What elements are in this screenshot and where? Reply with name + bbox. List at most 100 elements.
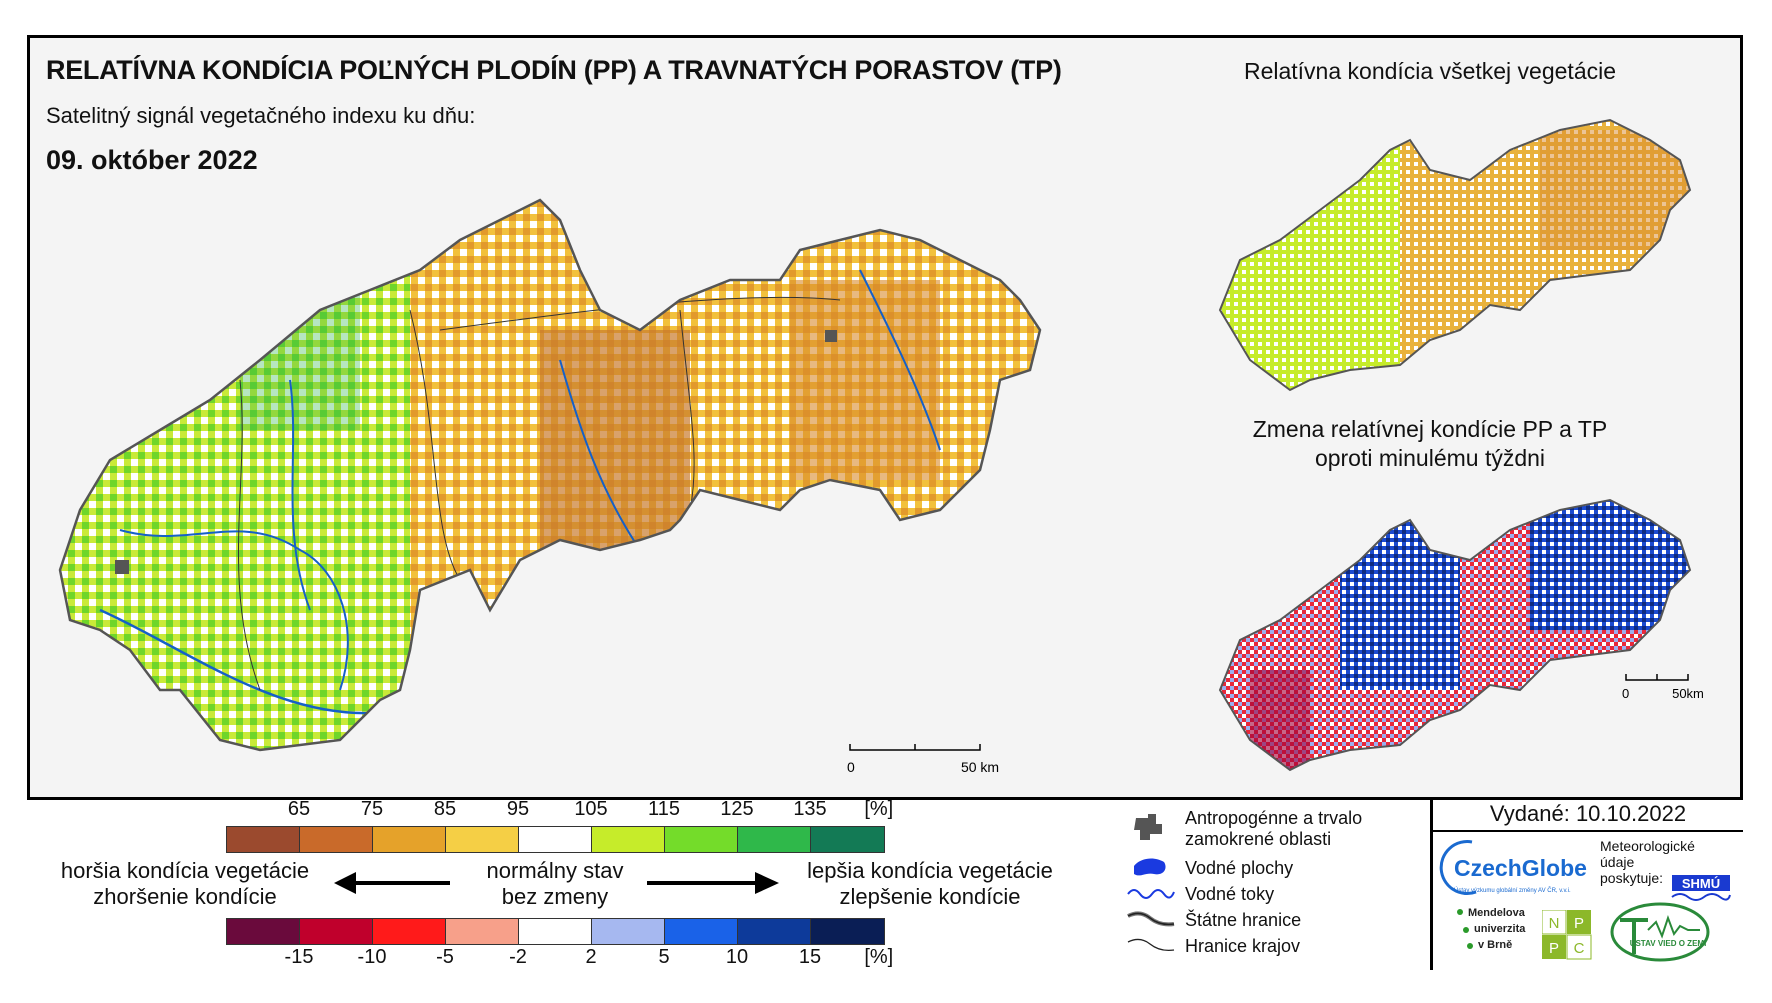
meteo-line2: údaje [1600,854,1635,870]
svg-text:v Brně: v Brně [1478,939,1512,951]
change-color-scale [226,918,885,945]
svg-text:C: C [1574,940,1585,957]
arrow-right-icon [647,872,779,894]
change-swatch [738,919,811,944]
page-title: RELATÍVNA KONDÍCIA POĽNÝCH PLODÍN (PP) A… [46,55,1062,85]
svg-text:CzechGlobe: CzechGlobe [1454,855,1587,881]
arrow-left-icon [334,872,450,894]
legend-worse-line2: zhoršenie kondície [93,884,277,909]
condition-color-scale [226,826,885,853]
region-border-icon [1127,938,1175,952]
change-tick-label: -5 [436,946,454,968]
state-border-icon [1127,911,1175,927]
anthropogenic-area-icon [1134,814,1162,840]
nppc-logo: N P P C [1542,910,1592,960]
legend-better: lepšia kondícia vegetácie zlepšenie kond… [785,858,1075,910]
change-swatch [373,919,446,944]
condition-swatch [373,827,446,852]
shmu-logo: SHMÚ [1671,875,1731,901]
anthropogenic-label-line2: zamokrené oblasti [1185,829,1332,849]
legend-better-line2: zlepšenie kondície [839,884,1021,909]
svg-text:Mendelova: Mendelova [1468,907,1526,919]
main-scalebar: 0 50 km [847,744,999,775]
condition-swatch [592,827,665,852]
meteo-line1: Meteorologické [1600,838,1695,854]
condition-swatch [519,827,592,852]
condition-tick-label: 95 [506,798,530,820]
change-tick-label: -2 [509,946,527,968]
anthropogenic-label-line1: Antropogénne a trvalo [1185,808,1363,828]
condition-swatch [227,827,300,852]
condition-tick-label: [%] [864,798,894,820]
inset-scalebar-zero: 0 [1622,686,1629,701]
svg-text:ÚSTAV VIED O ZEMI: ÚSTAV VIED O ZEMI [1630,939,1707,948]
condition-swatch [665,827,738,852]
inset-change-map [1218,498,1692,772]
water-bodies-label: Vodné plochy [1185,858,1294,878]
czechglobe-logo: CzechGlobe Ústav výzkumu globální změny … [1439,840,1587,896]
change-swatch [811,919,884,944]
earth-science-institute-logo: ÚSTAV VIED O ZEMI [1610,902,1710,962]
change-swatch [592,919,665,944]
mendel-university-logo: Mendelova univerzita v Brně [1457,907,1526,951]
inset-all-vegetation-map [1218,118,1692,392]
state-border-label: Štátne hranice [1185,910,1302,930]
change-tick-label: -10 [357,946,387,968]
condition-tick-label: 85 [433,798,457,820]
change-tick-label: 2 [585,946,597,968]
legend-normal-line2: bez zmeny [501,884,609,909]
svg-text:P: P [1574,915,1584,932]
condition-swatch [446,827,519,852]
condition-tick-label: 115 [648,798,680,820]
change-tick-label: 15 [798,946,822,968]
change-tick-label: [%] [864,946,894,968]
inset-change-title: Zmena relatívnej kondície PP a TP oproti… [1240,415,1620,473]
meteo-provider-label: Meteorologické údaje poskytuje: [1600,838,1695,886]
page-subtitle: Satelitný signál vegetačného indexu ku d… [46,103,476,128]
legend-worse: horšia kondícia vegetácie zhoršenie kond… [40,858,330,910]
legend-normal: normálny stav bez zmeny [455,858,655,910]
legend-normal-line1: normálny stav [486,858,624,883]
svg-text:N: N [1549,915,1560,932]
meteo-line3: poskytuje: [1600,870,1664,886]
change-swatch [300,919,373,944]
condition-tick-label: 105 [574,798,608,820]
water-body-icon [1134,858,1166,876]
change-swatch [227,919,300,944]
svg-text:SHMÚ: SHMÚ [1682,876,1720,891]
change-swatch [519,919,592,944]
anthropogenic-label: Antropogénne a trvalo zamokrené oblasti [1185,808,1362,850]
main-map [58,198,1042,752]
condition-tick-label: 75 [360,798,384,820]
svg-text:Ústav výzkumu globální změny A: Ústav výzkumu globální změny AV ČR, v.v.… [1454,887,1571,894]
change-tick-label: 10 [725,946,749,968]
legend-better-line1: lepšia kondícia vegetácie [807,858,1053,883]
change-swatch [665,919,738,944]
condition-tick-label: 65 [287,798,311,820]
date-label: 09. október 2022 [46,145,258,175]
inset-all-vegetation-title: Relatívna kondícia všetkej vegetácie [1243,58,1617,84]
issued-date-label: Vydané: 10.10.2022 [1489,801,1687,826]
inset-scalebar-end: 50km [1672,686,1704,701]
region-border-label: Hranice krajov [1185,936,1301,956]
main-scalebar-end: 50 km [961,759,999,775]
svg-text:P: P [1549,940,1559,957]
issued-box [1430,797,1743,970]
water-stream-icon [1127,889,1175,899]
svg-text:univerzita: univerzita [1474,923,1526,935]
water-streams-label: Vodné toky [1185,884,1275,904]
condition-tick-label: 125 [720,798,754,820]
condition-swatch [300,827,373,852]
inset-change-title-line1: Zmena relatívnej kondície PP a TP [1252,416,1608,442]
condition-tick-label: 135 [793,798,827,820]
change-tick-label: -15 [284,946,314,968]
change-tick-label: 5 [658,946,670,968]
condition-swatch [738,827,811,852]
issued-divider [1433,830,1743,832]
inset-scalebar: 0 50km [1622,674,1704,701]
change-swatch [446,919,519,944]
main-scalebar-zero: 0 [847,759,855,775]
condition-swatch [811,827,884,852]
inset-change-title-line2: oproti minulému týždni [1314,445,1546,471]
legend-worse-line1: horšia kondícia vegetácie [60,858,310,883]
